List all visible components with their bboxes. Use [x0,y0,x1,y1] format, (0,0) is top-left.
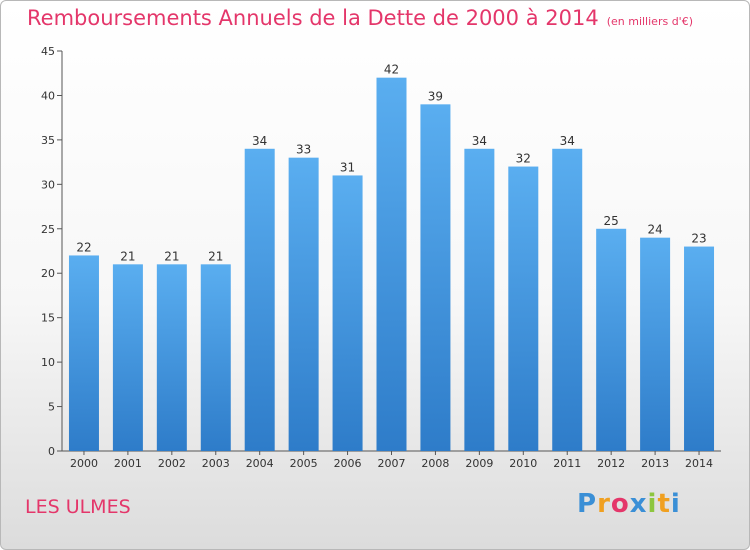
x-tick-label: 2014 [685,457,713,470]
x-tick-label: 2013 [641,457,669,470]
x-tick-label: 2003 [202,457,230,470]
y-tick-label: 45 [41,45,55,58]
bar-2010 [508,166,539,452]
bar-2003 [200,264,231,451]
bar-2011 [552,148,583,451]
bar-2007 [376,77,407,452]
value-label-2003: 21 [208,249,223,263]
y-axis: 0 5 10 15 20 25 30 35 40 45 [41,45,63,458]
chart-title-text: Remboursements Annuels de la Dette de 20… [27,6,599,30]
x-tick-label: 2007 [378,457,406,470]
value-label-2005: 33 [296,143,311,157]
proxiti-logo: Proxiti [577,489,681,519]
logo-letter: t [657,489,671,519]
y-tick-label: 30 [41,178,55,191]
y-tick-label: 35 [41,134,55,147]
bar-2012 [596,228,627,451]
logo-letter: P [577,489,598,519]
bar-2005 [288,157,319,451]
commune-name: LES ULMES [25,496,131,518]
x-tick-label: 2012 [597,457,625,470]
bar-2002 [156,264,187,451]
value-label-2008: 39 [428,89,443,103]
bar-2009 [464,148,495,451]
logo-letter: o [610,489,630,519]
value-label-2013: 24 [647,223,662,237]
x-tick-label: 2006 [334,457,362,470]
y-tick-label: 40 [41,89,55,102]
bar-2004 [244,148,275,451]
x-tick-label: 2005 [290,457,318,470]
y-tick-label: 25 [41,223,55,236]
x-tick-label: 2010 [509,457,537,470]
bar-2013 [640,237,671,451]
logo-letter: x [629,489,648,519]
value-label-2011: 34 [560,134,575,148]
y-tick-label: 15 [41,312,55,325]
chart-title: Remboursements Annuels de la Dette de 20… [27,6,693,30]
value-label-2014: 23 [691,232,706,246]
y-tick-label: 10 [41,356,55,369]
value-label-2004: 34 [252,134,267,148]
logo-letter: r [597,489,611,519]
bar-2006 [332,175,363,451]
value-label-2001: 21 [120,249,135,263]
logo-letter: i [670,489,681,519]
x-tick-label: 2000 [70,457,98,470]
value-labels: 22 21 21 21 34 33 31 42 39 34 32 34 25 24 23 [76,63,706,264]
value-label-2006: 31 [340,160,355,174]
value-label-2007: 42 [384,63,399,77]
y-tick-label: 0 [48,445,55,458]
chart-subtitle: (en milliers d'€) [606,15,693,28]
x-tick-label: 2002 [158,457,186,470]
bar-2008 [420,104,451,451]
y-tick-label: 20 [41,267,55,280]
value-label-2000: 22 [76,240,91,254]
bar-2001 [112,264,143,451]
x-tick-label: 2008 [421,457,449,470]
logo-letter: i [647,489,658,519]
y-tick-label: 5 [48,401,55,414]
value-label-2009: 34 [472,134,487,148]
value-label-2002: 21 [164,249,179,263]
bars [68,77,715,452]
x-tick-label: 2009 [465,457,493,470]
value-label-2010: 32 [516,152,531,166]
x-tick-label: 2004 [246,457,274,470]
x-tick-label: 2001 [114,457,142,470]
x-axis: 2000 2001 2002 2003 2004 2005 2006 2007 2008 2009… [62,450,721,470]
x-tick-label: 2011 [553,457,581,470]
bar-2000 [68,255,99,451]
bar-2014 [684,246,715,451]
value-label-2012: 25 [604,214,619,228]
